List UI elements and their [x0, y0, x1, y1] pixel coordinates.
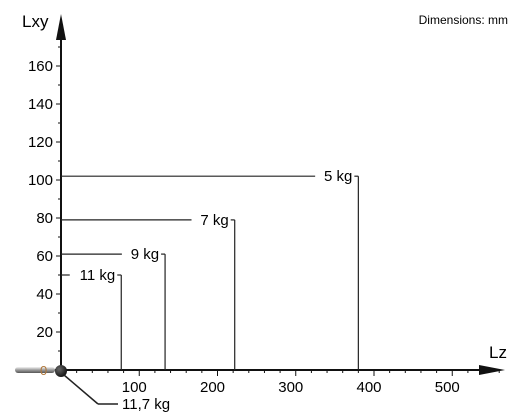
series-label: 5 kg — [324, 168, 352, 185]
y-tick-label: 120 — [28, 134, 53, 151]
y-axis-title: Lxy — [22, 12, 49, 31]
series-5-kg: 5 kg — [61, 168, 359, 370]
series-label: 11 kg — [80, 267, 116, 284]
y-tick-label: 20 — [36, 324, 53, 341]
series-label: 9 kg — [131, 246, 159, 263]
axes — [40, 14, 505, 375]
series-9-kg: 9 kg — [61, 246, 166, 370]
point-label: 11,7 kg — [122, 396, 170, 413]
x-tick-label: 400 — [356, 379, 381, 396]
point-leader-diagonal — [63, 374, 99, 405]
x-tick-label: 200 — [200, 379, 225, 396]
y-tick-label: 140 — [28, 96, 53, 113]
series-label: 7 kg — [200, 212, 228, 229]
x-axis-title: Lz — [489, 343, 507, 362]
origin-label: 0 — [40, 363, 47, 378]
y-tick-label: 80 — [36, 210, 53, 227]
origin-marker: 0 — [15, 363, 67, 378]
y-tick-label: 60 — [36, 248, 53, 265]
origin-ball — [55, 365, 67, 377]
point-label-group: 11,7 kg — [63, 374, 170, 413]
dimensions-note: Dimensions: mm — [419, 13, 508, 27]
y-tick-label: 40 — [36, 286, 53, 303]
x-tick-label: 500 — [435, 379, 460, 396]
series-7-kg: 7 kg — [61, 212, 236, 370]
tick-group: 20 40 60 80 100 120 140 160 100 200 300 400 500 — [28, 46, 500, 396]
series-11-kg: 11 kg — [61, 267, 122, 370]
x-tick-label: 300 — [278, 379, 303, 396]
origin-pin — [15, 367, 55, 373]
curve-group: 5 kg 7 kg 9 kg 11 kg — [61, 168, 359, 370]
x-axis-arrow — [479, 365, 505, 375]
y-tick-label: 100 — [28, 172, 53, 189]
y-axis-arrow — [56, 14, 66, 40]
y-tick-label: 160 — [28, 58, 53, 75]
x-tick-label: 100 — [122, 379, 147, 396]
